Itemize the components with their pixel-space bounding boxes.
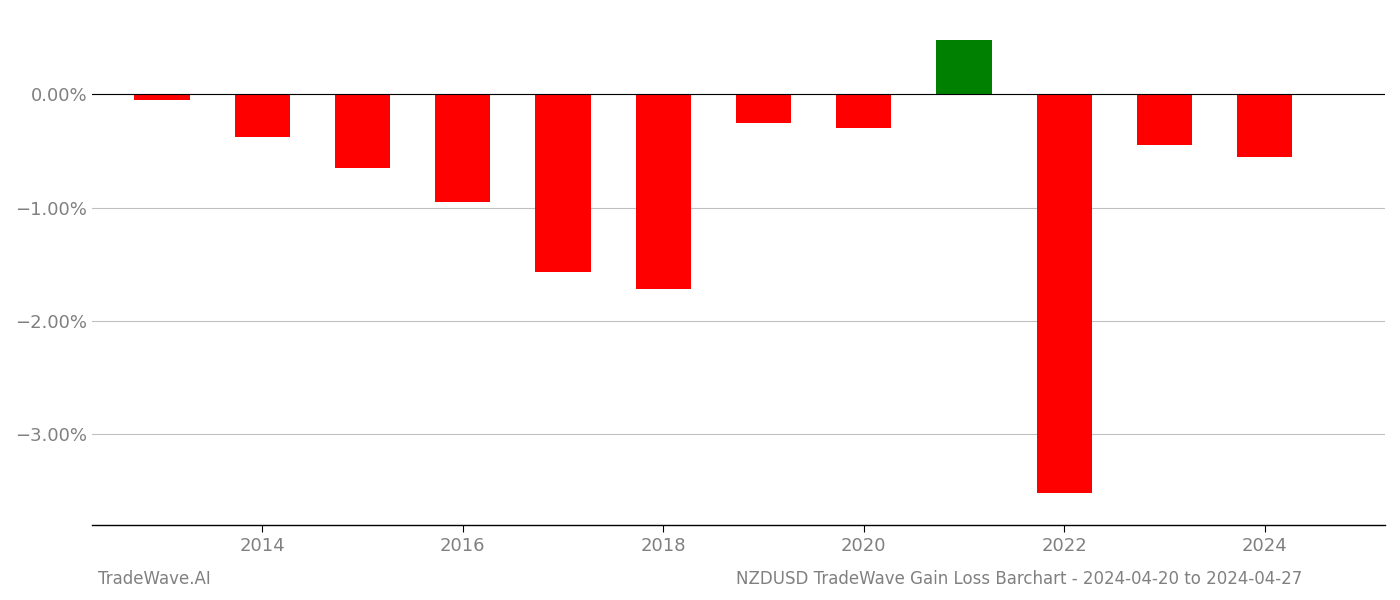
Bar — [736, 94, 791, 123]
Bar — [134, 94, 189, 100]
Bar — [535, 94, 591, 272]
Bar — [435, 94, 490, 202]
Bar — [1036, 94, 1092, 493]
Bar — [937, 40, 991, 94]
Text: TradeWave.AI: TradeWave.AI — [98, 570, 211, 588]
Bar — [836, 94, 892, 128]
Bar — [335, 94, 391, 168]
Bar — [636, 94, 690, 289]
Bar — [235, 94, 290, 137]
Bar — [1137, 94, 1191, 145]
Text: NZDUSD TradeWave Gain Loss Barchart - 2024-04-20 to 2024-04-27: NZDUSD TradeWave Gain Loss Barchart - 20… — [736, 570, 1302, 588]
Bar — [1238, 94, 1292, 157]
